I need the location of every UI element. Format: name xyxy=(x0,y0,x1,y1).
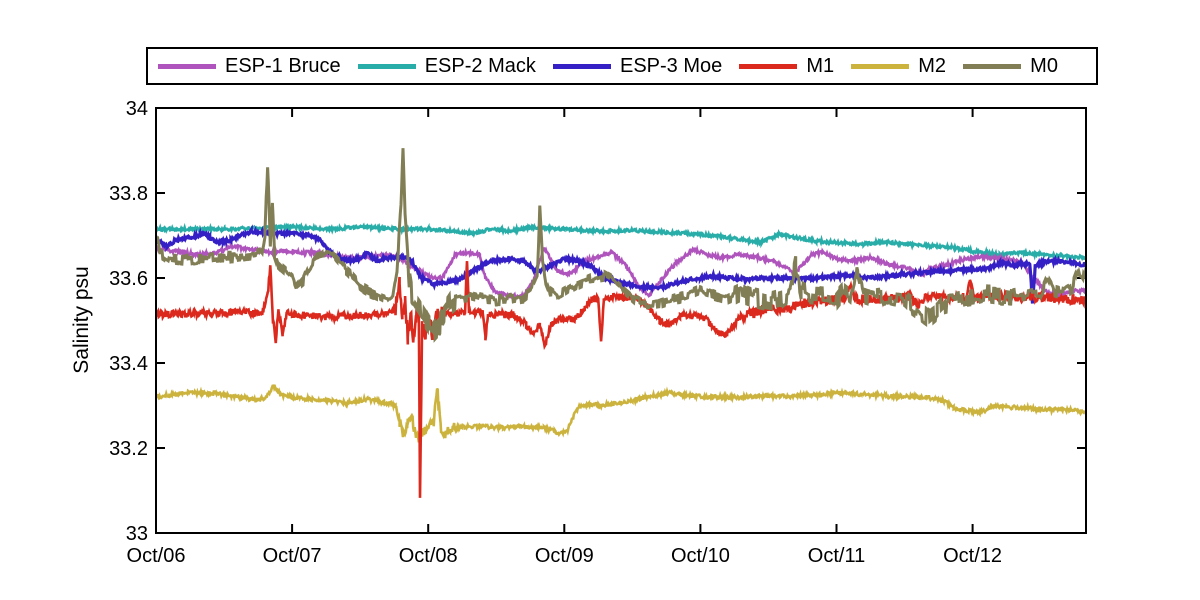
legend-item: ESP-3 Moe xyxy=(552,55,723,77)
legend-item: ESP-1 Bruce xyxy=(158,56,341,76)
series-line-m1 xyxy=(157,261,1085,498)
plot-box xyxy=(155,107,1087,534)
y-tick-label: 33.6 xyxy=(109,268,148,290)
series-line-m2 xyxy=(157,384,1085,443)
legend-swatch-icon xyxy=(739,63,798,69)
legend-label: ESP-3 Moe xyxy=(619,55,723,77)
x-tick-label: Oct/08 xyxy=(399,545,458,567)
legend-swatch-icon xyxy=(357,63,416,69)
x-tick-label: Oct/10 xyxy=(671,545,730,567)
data-series xyxy=(157,148,1085,498)
legend: ESP-1 Bruce ESP-2 Mack ESP-3 Moe M1 M2 M0 xyxy=(146,47,1098,85)
y-tick-label: 33.8 xyxy=(109,183,148,205)
legend-item: M2 xyxy=(851,56,946,76)
series-line-m0 xyxy=(157,148,1085,343)
y-tick-label: 34 xyxy=(126,98,148,120)
legend-label: M0 xyxy=(1030,55,1058,77)
legend-item: M1 xyxy=(739,56,834,76)
legend-swatch-icon xyxy=(552,63,611,69)
legend-swatch-icon xyxy=(963,63,1022,69)
x-tick-label: Oct/06 xyxy=(127,545,186,567)
x-tick-label: Oct/12 xyxy=(943,545,1002,567)
y-tick-label: 33.4 xyxy=(109,353,148,375)
legend-label: ESP-1 Bruce xyxy=(225,55,341,77)
x-tick-label: Oct/11 xyxy=(808,545,865,567)
legend-item: ESP-2 Mack xyxy=(357,55,536,77)
legend-swatch-icon xyxy=(158,63,216,69)
x-tick-label: Oct/07 xyxy=(263,545,322,567)
y-axis-label: Salinity psu xyxy=(70,266,93,373)
x-tick-label: Oct/09 xyxy=(535,545,594,567)
series-line-esp-2-mack xyxy=(157,222,1085,262)
y-tick-label: 33.2 xyxy=(109,438,148,460)
legend-label: M1 xyxy=(806,55,835,77)
legend-swatch-icon xyxy=(851,63,910,69)
axes: Oct/06 Oct/07 Oct/08 Oct/09 Oct/10 Oct/11 Oct/… xyxy=(109,98,1087,567)
legend-label: ESP-2 Mack xyxy=(424,55,536,77)
legend-label: M2 xyxy=(918,55,947,77)
y-tick-label: 33 xyxy=(126,523,148,545)
legend-item: M0 xyxy=(963,56,1058,76)
